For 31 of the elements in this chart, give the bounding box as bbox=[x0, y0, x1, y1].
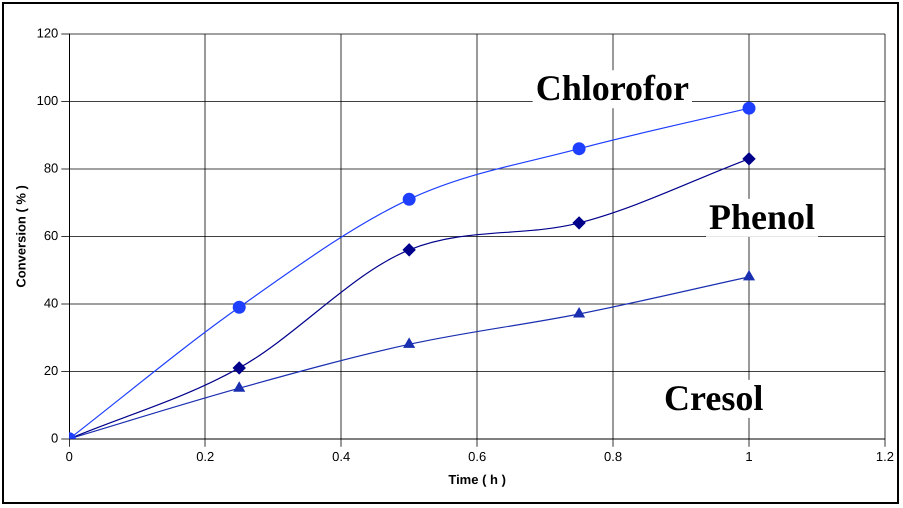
y-tick-label: 80 bbox=[44, 160, 58, 176]
x-tick-label: 0.6 bbox=[468, 449, 486, 464]
x-axis-title: Time ( h ) bbox=[448, 472, 506, 487]
x-tick-label: 0.2 bbox=[196, 449, 214, 464]
point bbox=[402, 243, 416, 256]
point bbox=[232, 361, 246, 374]
point bbox=[742, 152, 756, 166]
point bbox=[572, 216, 586, 230]
x-tick-label: 0 bbox=[66, 449, 73, 464]
series-label: Phenol bbox=[709, 196, 816, 237]
series-label: Chlorofor bbox=[536, 68, 690, 108]
point bbox=[572, 142, 586, 156]
point bbox=[232, 300, 246, 314]
y-tick-label: 0 bbox=[51, 430, 58, 446]
point bbox=[402, 192, 416, 206]
point bbox=[742, 102, 756, 115]
x-tick-label: 0.8 bbox=[604, 449, 622, 464]
point bbox=[573, 307, 585, 318]
x-tick-label: 1 bbox=[745, 449, 753, 464]
point bbox=[403, 338, 415, 348]
point bbox=[743, 270, 755, 280]
point bbox=[234, 382, 245, 392]
x-tick-label: 1.2 bbox=[876, 449, 894, 464]
y-tick-label: 60 bbox=[44, 228, 58, 243]
y-tick-label: 120 bbox=[36, 26, 58, 41]
y-tick-label: 20 bbox=[44, 362, 58, 378]
y-axis-title: Conversion ( % ) bbox=[13, 185, 28, 288]
x-tick-label: 0.4 bbox=[332, 449, 350, 464]
y-tick-label: 40 bbox=[44, 295, 58, 310]
text: Cresol bbox=[664, 378, 764, 418]
y-tick-label: 100 bbox=[36, 93, 58, 108]
